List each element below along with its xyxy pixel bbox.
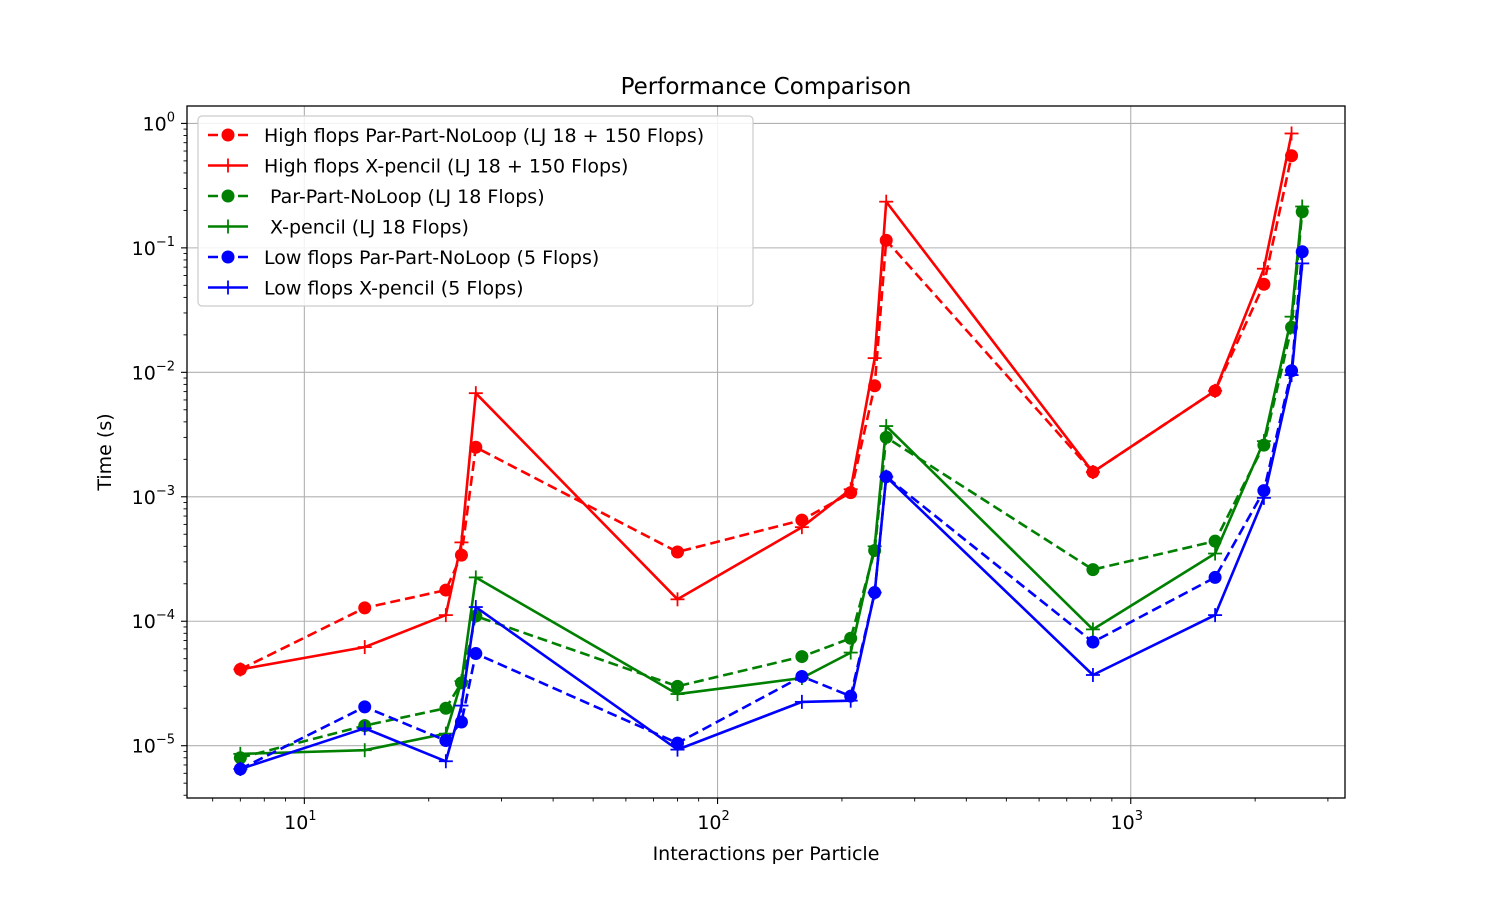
data-point (439, 583, 453, 597)
data-point (1085, 465, 1100, 480)
legend-item: X-pencil (LJ 18 Flops) (208, 217, 469, 239)
legend-item: High flops X-pencil (LJ 18 + 150 Flops) (208, 156, 628, 178)
legend-label: Low flops Par-Part-NoLoop (5 Flops) (264, 247, 599, 269)
y-tick-label: 10−1 (132, 235, 175, 260)
data-point (1086, 635, 1100, 649)
data-point (843, 693, 858, 708)
data-point (879, 194, 894, 209)
data-point (438, 754, 453, 769)
data-point (1256, 261, 1271, 276)
legend-label: Par-Part-NoLoop (LJ 18 Flops) (264, 186, 545, 208)
data-point (468, 386, 483, 401)
data-point (794, 694, 809, 709)
data-point (469, 647, 483, 661)
x-tick-label: 101 (284, 809, 316, 834)
data-point (439, 734, 453, 748)
legend-item: Par-Part-NoLoop (LJ 18 Flops) (208, 186, 545, 208)
data-point (468, 600, 483, 615)
series-4 (233, 199, 1310, 761)
legend-label: Low flops X-pencil (5 Flops) (264, 278, 524, 300)
legend-item: Low flops Par-Part-NoLoop (5 Flops) (208, 247, 599, 269)
legend-label: High flops X-pencil (LJ 18 + 150 Flops) (264, 156, 628, 178)
data-point (454, 698, 469, 713)
series-6 (233, 256, 1310, 776)
data-point (1256, 490, 1271, 505)
x-tick-label: 102 (697, 809, 729, 834)
data-point (454, 535, 469, 550)
legend: High flops Par-Part-NoLoop (LJ 18 + 150 … (197, 115, 754, 307)
data-point (1284, 126, 1299, 141)
data-point (438, 608, 453, 623)
data-point (1295, 256, 1310, 271)
plot-frame (186, 105, 1346, 799)
legend-marker (221, 128, 235, 142)
y-tick-label: 100 (143, 110, 175, 135)
data-point (468, 570, 483, 585)
data-point (879, 233, 893, 247)
y-tick-label: 10−3 (132, 484, 175, 509)
series-line (240, 133, 1293, 671)
legend-label: X-pencil (LJ 18 Flops) (264, 217, 469, 239)
legend-marker (221, 189, 235, 203)
data-point (357, 721, 372, 736)
data-point (671, 545, 685, 559)
data-point (867, 585, 882, 600)
data-point (879, 419, 894, 434)
y-tick-label: 10−2 (132, 359, 175, 384)
data-point (357, 743, 372, 758)
legend-item: Low flops X-pencil (5 Flops) (208, 278, 524, 300)
data-point (1295, 245, 1309, 259)
data-point (670, 687, 685, 702)
y-axis-label: Time (s) (94, 413, 116, 491)
data-point (843, 482, 858, 497)
data-point (1295, 199, 1310, 214)
data-point (795, 669, 809, 683)
legend-box (197, 115, 754, 307)
data-point (1208, 608, 1223, 623)
x-axis-label: Interactions per Particle (653, 843, 880, 865)
data-point (233, 662, 248, 677)
y-tick-label: 10−5 (132, 733, 175, 758)
data-point (794, 520, 809, 535)
data-point (1085, 667, 1100, 682)
data-point (469, 440, 483, 454)
data-point (795, 650, 809, 664)
data-point (1085, 622, 1100, 637)
x-tick-label: 103 (1111, 809, 1143, 834)
data-point (1208, 546, 1223, 561)
data-point (670, 592, 685, 607)
data-point (670, 742, 685, 757)
data-point (843, 645, 858, 660)
y-tick-label: 10−4 (132, 608, 175, 633)
data-point (671, 679, 685, 693)
data-point (1086, 563, 1100, 577)
legend-label: High flops Par-Part-NoLoop (LJ 18 + 150 … (264, 125, 704, 147)
legend-item: High flops Par-Part-NoLoop (LJ 18 + 150 … (208, 125, 704, 147)
data-point (358, 700, 372, 714)
series-layer (233, 126, 1310, 776)
data-point (879, 469, 894, 484)
data-point (439, 701, 453, 715)
data-point (358, 601, 372, 615)
data-point (1256, 434, 1271, 449)
data-point (233, 761, 248, 776)
chart-title: Performance Comparison (621, 74, 912, 100)
data-point (469, 609, 483, 623)
data-point (867, 351, 882, 366)
data-point (357, 640, 372, 655)
series-2 (233, 126, 1299, 677)
x-axis: 101 102 103 (212, 798, 1329, 834)
y-axis: 10−5 10−4 10−3 10−2 10−1 100 (132, 110, 187, 796)
data-point (1284, 368, 1299, 383)
data-point (233, 746, 248, 761)
data-point (1208, 570, 1222, 584)
legend-marker (221, 250, 235, 264)
data-point (1257, 277, 1271, 291)
data-point (1208, 383, 1223, 398)
